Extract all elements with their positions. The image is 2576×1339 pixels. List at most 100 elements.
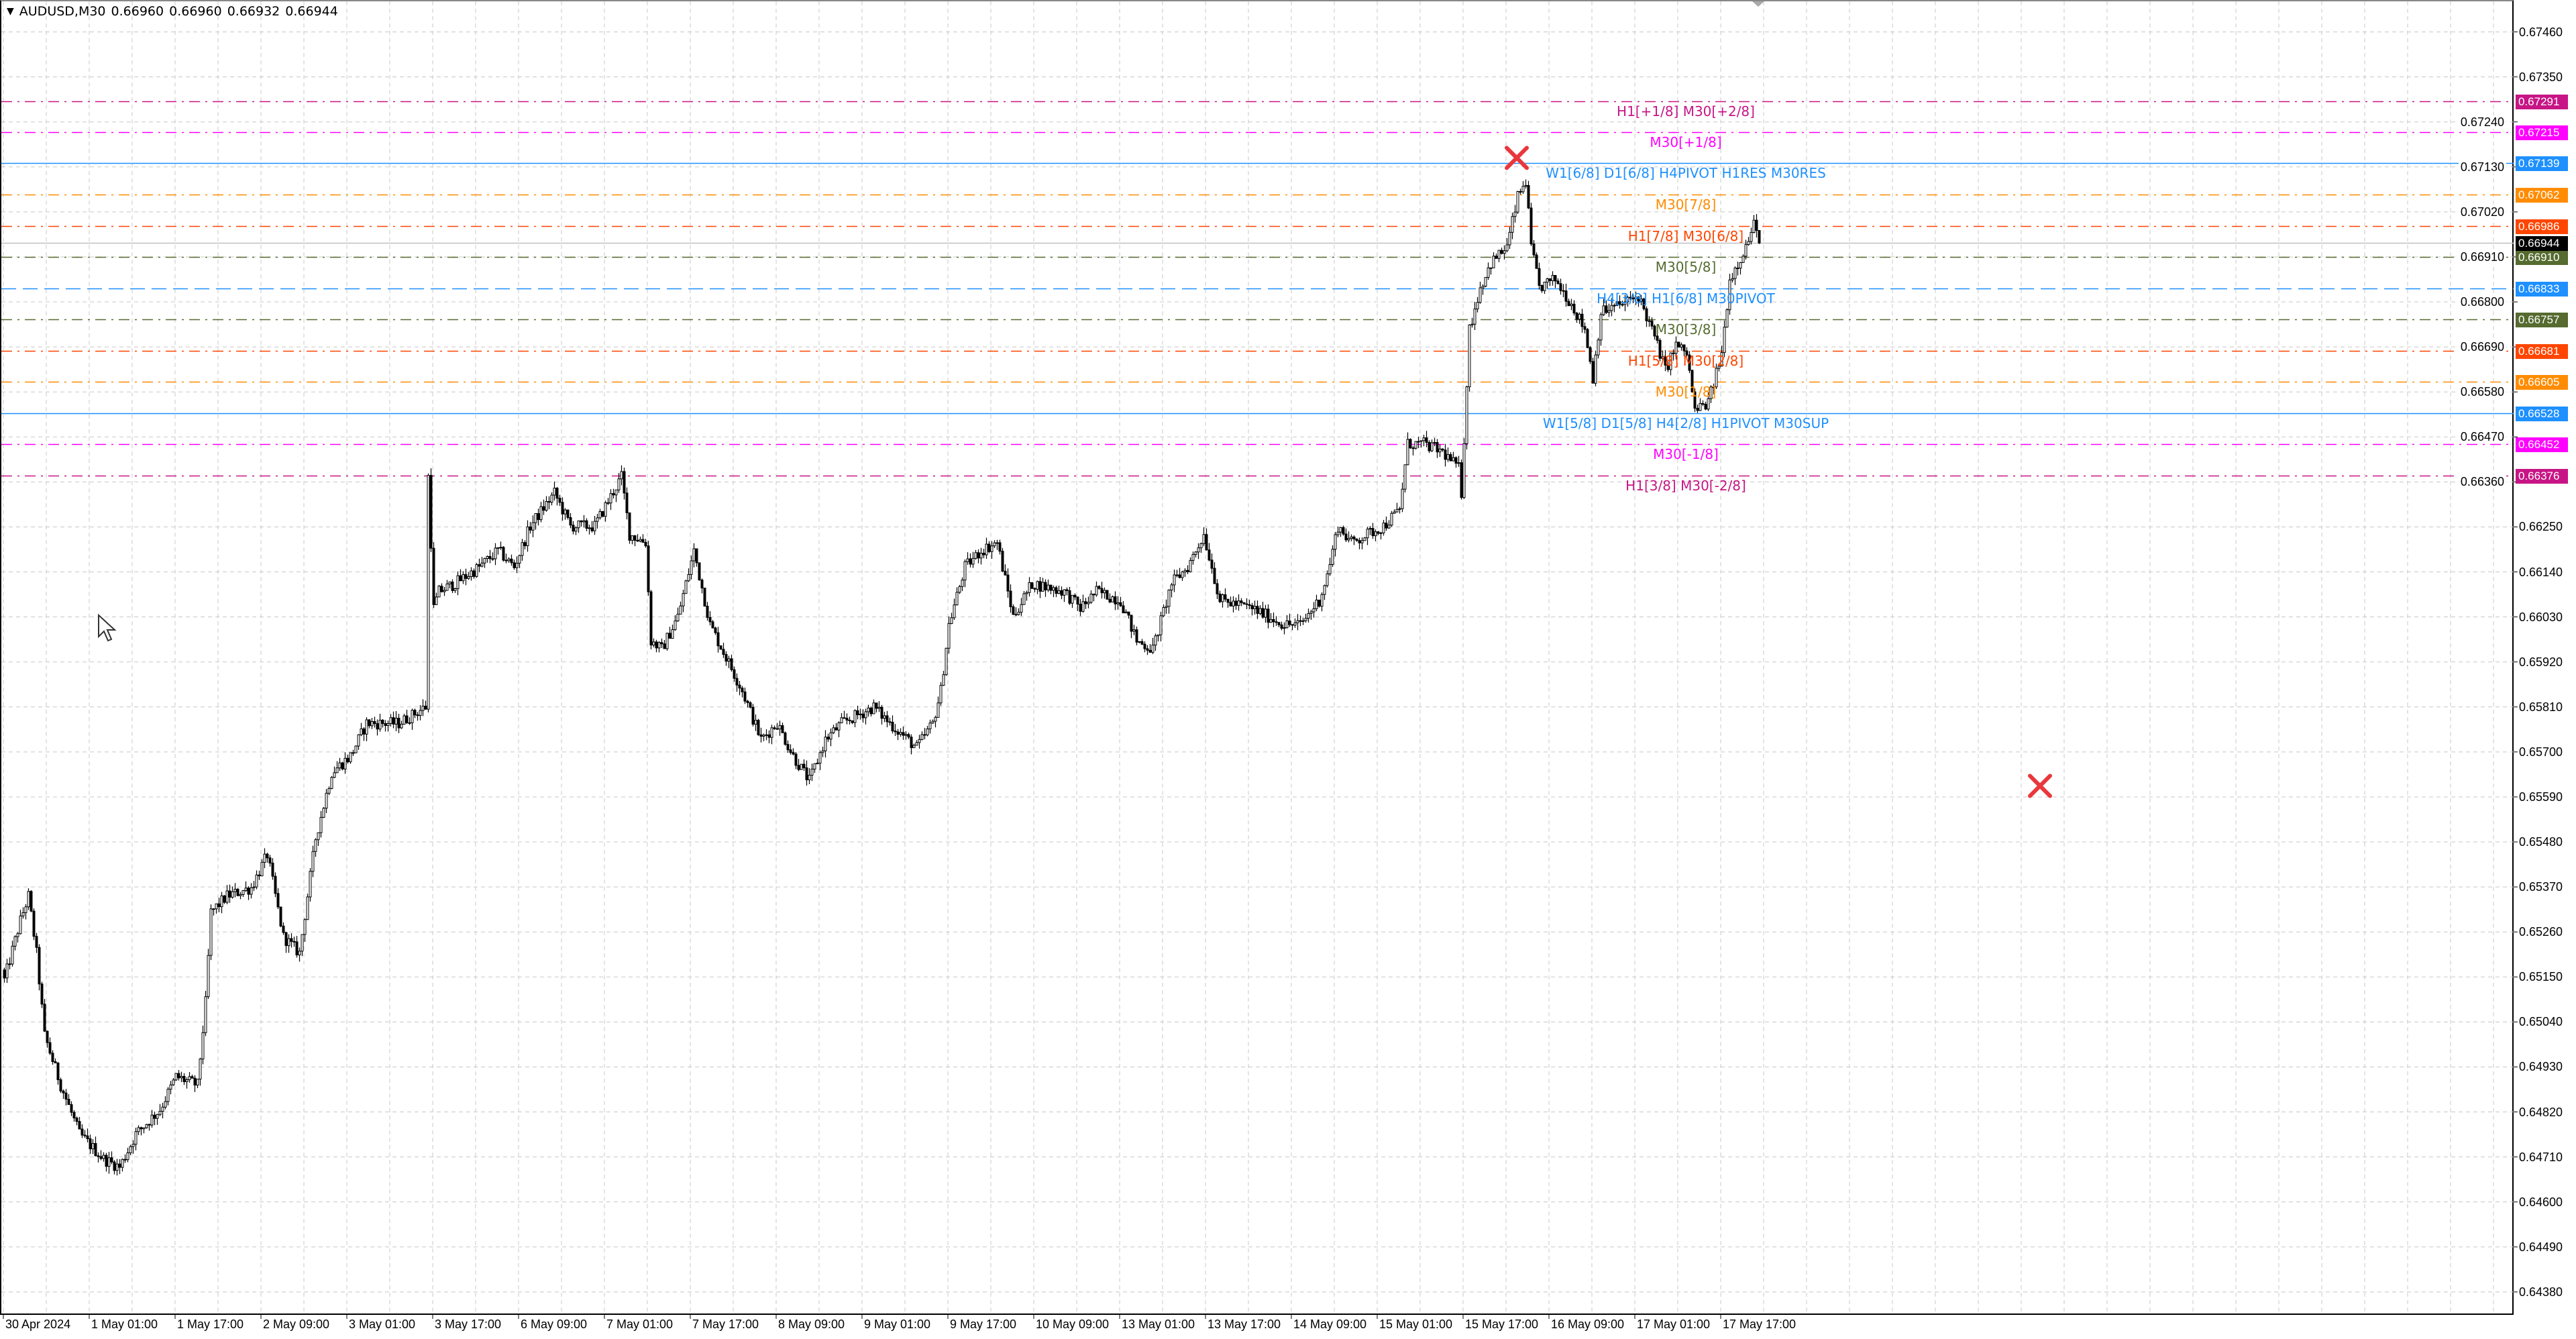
candle-body-bear	[405, 715, 409, 723]
candle	[1318, 599, 1321, 608]
candle-body-bear	[1650, 320, 1654, 327]
candle-body-bull	[1414, 441, 1417, 449]
candle-body-bull	[577, 520, 580, 529]
candle-body-bear	[910, 737, 913, 749]
candle	[1202, 527, 1205, 547]
shift-marker-icon[interactable]	[1752, 1, 1764, 7]
candle-body-bull	[671, 629, 674, 639]
candle-body-bear	[861, 713, 865, 718]
candle	[934, 715, 937, 728]
candle-body-bear	[977, 552, 980, 559]
candle	[1122, 600, 1125, 614]
candle-body-bear	[89, 1138, 92, 1150]
candle	[1379, 531, 1383, 540]
candle	[1610, 298, 1613, 317]
candle-body-bear	[392, 717, 395, 725]
candle	[733, 666, 736, 682]
candle-body-bear	[1425, 437, 1428, 443]
candle-body-bear	[733, 669, 736, 679]
candle-body-bear	[67, 1099, 70, 1106]
candle-body-bull	[456, 575, 460, 589]
candle-body-bear	[1242, 602, 1246, 604]
candle	[40, 981, 44, 1008]
candle	[1159, 611, 1163, 642]
candle-body-bull	[1197, 547, 1200, 553]
candle	[580, 520, 583, 527]
candle-body-bear	[1559, 283, 1562, 291]
candle-body-bear	[741, 688, 744, 692]
candle-body-bear	[1690, 370, 1694, 392]
y-tick-label: 0.67020	[2458, 205, 2506, 219]
candle-body-bull	[314, 839, 317, 852]
candle	[1323, 584, 1326, 600]
candle	[558, 494, 561, 506]
candle-body-bull	[201, 1032, 205, 1060]
candle	[1264, 604, 1267, 623]
candle-body-bull	[1334, 534, 1337, 550]
candle	[775, 722, 779, 730]
candle-body-bear	[735, 678, 739, 686]
candle	[142, 1127, 146, 1134]
candle-body-bull	[480, 562, 484, 567]
candle	[674, 615, 677, 631]
candle-body-bear	[1358, 540, 1361, 543]
candle-body-bear	[1666, 364, 1670, 370]
candle-body-bear	[75, 1118, 78, 1122]
candle-body-bull	[1511, 216, 1514, 233]
candle-body-bear	[751, 706, 755, 725]
candle	[333, 766, 336, 778]
candle	[1033, 587, 1036, 592]
candle-body-bull	[419, 710, 422, 716]
candle-body-bear	[1642, 299, 1646, 309]
candle	[1111, 595, 1114, 602]
candle	[54, 1058, 57, 1064]
candle-body-bear	[1575, 313, 1578, 320]
x-tick-label: 30 Apr 2024	[5, 1318, 71, 1331]
candle	[660, 638, 663, 649]
candle-body-bear	[1178, 574, 1181, 578]
candle-body-bear	[1436, 442, 1439, 453]
candle	[51, 1050, 54, 1065]
candle-body-bull	[453, 588, 457, 591]
candle-body-bull	[1597, 339, 1600, 356]
candle-body-bull	[1623, 301, 1627, 305]
candle-body-bear	[1208, 549, 1211, 561]
candle-body-bear	[1712, 386, 1715, 388]
candle-body-bull	[1513, 211, 1517, 217]
candle-body-bull	[1336, 531, 1340, 535]
candle	[1358, 537, 1361, 549]
candle-body-bear	[1240, 600, 1243, 603]
candle	[1621, 301, 1624, 307]
candle	[1162, 604, 1165, 617]
dropdown-triangle-icon[interactable]: ▼	[7, 6, 14, 17]
chart-window[interactable]	[0, 0, 2514, 1315]
candle-body-bull	[1615, 301, 1619, 306]
candle	[1320, 592, 1324, 612]
candle	[19, 910, 22, 934]
candle	[1076, 596, 1079, 611]
candle	[180, 1071, 183, 1083]
candle-body-bear	[1267, 608, 1270, 623]
candle	[1393, 509, 1396, 514]
candle-body-bear	[1631, 297, 1635, 300]
candle	[478, 558, 481, 573]
candle	[1682, 344, 1686, 356]
candle-body-bull	[1162, 607, 1165, 617]
candle	[1360, 537, 1364, 549]
candle	[279, 906, 282, 928]
candle-body-bull	[692, 548, 696, 561]
candle	[800, 763, 803, 770]
candle	[593, 516, 596, 535]
candle-body-bull	[679, 605, 682, 615]
candle	[494, 543, 497, 566]
y-tick-label: 0.66250	[2519, 520, 2563, 534]
candle	[888, 717, 892, 726]
candle-body-bull	[1521, 186, 1525, 193]
candle-body-bull	[1258, 608, 1262, 614]
candle-body-bear	[561, 502, 564, 515]
candle-body-bear	[1664, 356, 1667, 366]
candle-body-bear	[247, 888, 250, 895]
candle	[1307, 608, 1310, 623]
candle-body-bear	[789, 749, 792, 753]
